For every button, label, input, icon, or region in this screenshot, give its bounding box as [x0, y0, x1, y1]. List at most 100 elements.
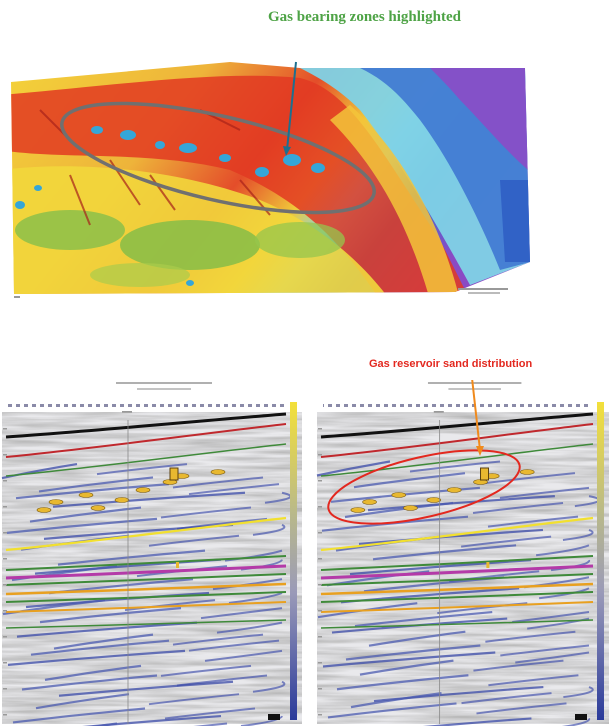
reflector: [336, 674, 469, 691]
attribute-map: [11, 61, 530, 298]
reflector: [460, 535, 552, 548]
attribute-map-raster: [11, 62, 530, 294]
sand-body: [36, 507, 52, 513]
reflector: [57, 549, 206, 566]
horizon-orange-1: [320, 582, 594, 596]
reflector: [461, 692, 552, 705]
horizon-black: [5, 412, 287, 439]
attribute-map-figure: [0, 0, 609, 310]
reflector: [172, 633, 264, 646]
reflector: [499, 486, 590, 499]
horizon-green-4: [320, 619, 594, 629]
sand-body: [403, 505, 418, 511]
reflector: [500, 644, 590, 657]
reflector: [487, 515, 579, 528]
horizon-yellow: [5, 516, 287, 552]
sand-body: [90, 505, 106, 511]
gas-bearing-zones-label: Gas bearing zones highlighted: [268, 9, 461, 25]
horizon-green-upper: [5, 443, 287, 477]
reflector: [216, 621, 283, 634]
sand-body: [48, 499, 64, 505]
reflector: [354, 610, 493, 628]
sand-body: [114, 497, 130, 503]
reflector: [188, 483, 280, 496]
reflector: [25, 591, 210, 609]
reflector: [6, 517, 158, 534]
reflector: [7, 649, 186, 666]
sand-body: [362, 499, 377, 505]
reflector: [563, 686, 594, 699]
amplitude-colorbar: [290, 402, 297, 720]
reflector: [264, 491, 292, 504]
reflector: [240, 715, 283, 726]
sand-body: [210, 469, 226, 475]
seismic-sections: [0, 380, 609, 726]
sand-body: [169, 467, 179, 481]
horizon-green-1: [5, 555, 287, 571]
reflector: [367, 495, 555, 512]
reflector: [38, 476, 154, 493]
reflector: [16, 621, 198, 638]
reflector: [164, 707, 256, 720]
reflector: [327, 702, 457, 719]
sand-body: [78, 492, 94, 498]
seismic-section-left: [1, 382, 302, 726]
reflector: [58, 680, 234, 697]
bottom-annotation-arrow: [471, 380, 481, 451]
reflector: [160, 506, 252, 519]
horizon-green-1: [320, 555, 594, 571]
reflector: [422, 717, 532, 726]
reflector: [345, 644, 481, 661]
reflector: [148, 693, 240, 706]
horizon-green-2: [5, 573, 287, 586]
seismic-section-right: [316, 382, 609, 726]
horizon-green-2: [320, 573, 594, 586]
reflector: [15, 483, 170, 500]
gas-reservoir-label: Gas reservoir sand distribution: [369, 358, 533, 370]
reflector: [512, 611, 590, 624]
reflector: [193, 722, 228, 726]
sand-body: [446, 487, 462, 493]
reflector: [488, 674, 579, 687]
sand-body: [391, 492, 407, 498]
horizon-black: [320, 412, 594, 439]
reflector: [344, 501, 454, 519]
horizon-yellow: [320, 516, 594, 552]
horizon-green-upper: [320, 443, 594, 477]
reflector: [252, 523, 286, 536]
sand-body: [135, 487, 151, 493]
reflector: [1, 462, 78, 480]
reflector: [359, 659, 454, 676]
reservoir-sand-ellipse: [327, 449, 521, 525]
reflector: [204, 649, 283, 662]
reflector: [12, 707, 146, 724]
horizon-orange-1: [5, 582, 287, 596]
reflector: [21, 674, 158, 691]
reflector: [252, 680, 286, 693]
sand-body: [519, 469, 535, 475]
sand-body: [480, 467, 490, 481]
reflector: [124, 599, 216, 612]
reflector: [322, 651, 496, 668]
sand-body: [426, 497, 442, 503]
reflector: [316, 460, 391, 477]
reflector: [372, 544, 517, 561]
amplitude-colorbar: [597, 402, 604, 720]
reflector: [35, 693, 130, 710]
horizon-orange-2: [320, 601, 594, 613]
reflector: [172, 476, 264, 489]
reflector: [29, 506, 142, 523]
scale-bar: [575, 714, 587, 720]
trace-ticks: [323, 404, 591, 407]
reflector: [535, 544, 590, 557]
trace-ticks: [8, 404, 284, 407]
reflector: [527, 617, 590, 630]
horizon-green-3: [320, 591, 594, 603]
reflector: [30, 639, 170, 656]
reflector: [228, 592, 283, 604]
horizon-magenta: [320, 564, 594, 580]
reflector: [160, 664, 252, 677]
top-annotation-arrow: [286, 61, 297, 151]
reflector: [358, 528, 544, 546]
reflector: [515, 651, 590, 664]
